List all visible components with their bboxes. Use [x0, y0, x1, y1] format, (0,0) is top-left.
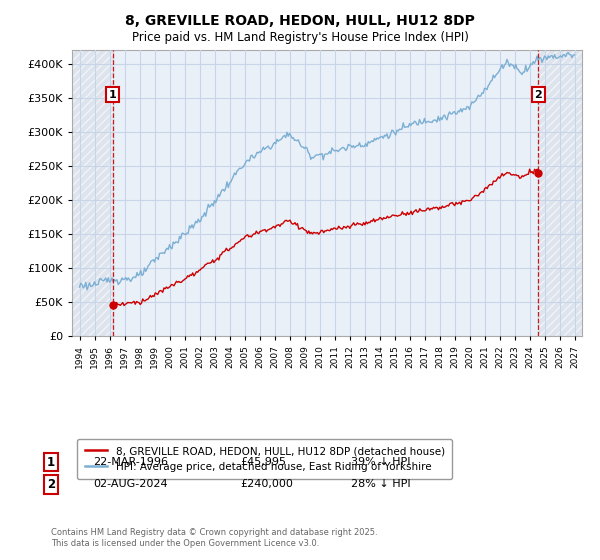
Bar — [72, 50, 113, 336]
Text: 2: 2 — [47, 478, 55, 491]
Text: 02-AUG-2024: 02-AUG-2024 — [93, 479, 167, 489]
Text: Contains HM Land Registry data © Crown copyright and database right 2025.
This d: Contains HM Land Registry data © Crown c… — [51, 528, 377, 548]
Legend: 8, GREVILLE ROAD, HEDON, HULL, HU12 8DP (detached house), HPI: Average price, de: 8, GREVILLE ROAD, HEDON, HULL, HU12 8DP … — [77, 439, 452, 479]
Text: £45,995: £45,995 — [240, 457, 286, 467]
Text: 1: 1 — [109, 90, 116, 100]
Bar — [538, 50, 582, 336]
Bar — [72, 50, 113, 336]
Text: 22-MAR-1996: 22-MAR-1996 — [93, 457, 168, 467]
Text: 39% ↓ HPI: 39% ↓ HPI — [351, 457, 410, 467]
Text: 28% ↓ HPI: 28% ↓ HPI — [351, 479, 410, 489]
Text: 8, GREVILLE ROAD, HEDON, HULL, HU12 8DP: 8, GREVILLE ROAD, HEDON, HULL, HU12 8DP — [125, 14, 475, 28]
Text: 1: 1 — [47, 455, 55, 469]
Text: 2: 2 — [535, 90, 542, 100]
Text: Price paid vs. HM Land Registry's House Price Index (HPI): Price paid vs. HM Land Registry's House … — [131, 31, 469, 44]
Text: £240,000: £240,000 — [240, 479, 293, 489]
Bar — [538, 50, 582, 336]
